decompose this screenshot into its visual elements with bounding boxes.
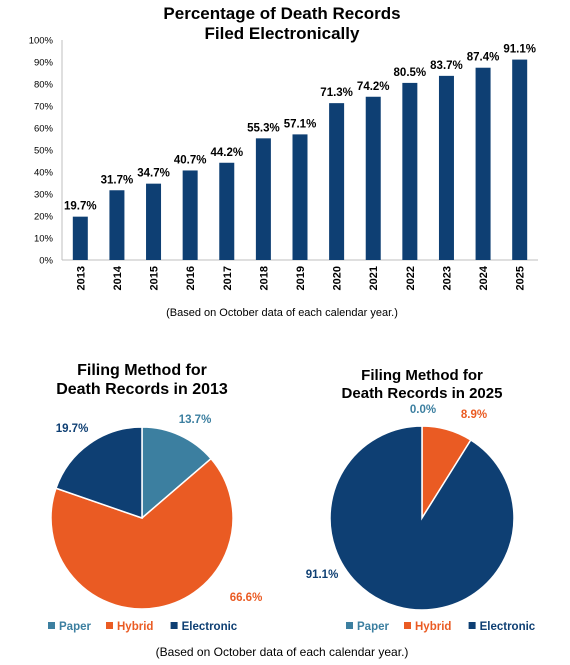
bar-value-label: 31.7%: [101, 174, 134, 186]
pie-slice-electronic: [55, 426, 143, 520]
x-tick-label: 2024: [478, 265, 490, 290]
y-tick-label: 30%: [34, 190, 54, 201]
pie-slice-electronic: [329, 425, 515, 611]
bar-chart-bars: [72, 59, 528, 261]
legend-label-paper: Paper: [357, 621, 389, 633]
x-tick-label: 2019: [295, 266, 307, 290]
bar: [72, 216, 88, 260]
x-tick-label: 2013: [75, 266, 87, 290]
legend-label-electronic: Electronic: [480, 621, 536, 633]
y-tick-label: 90%: [34, 58, 54, 69]
y-tick-label: 40%: [34, 168, 54, 179]
pie-2013-legend: Paper Hybrid Electronic: [48, 621, 238, 633]
pie-2025-title: Filing Method for Death Records in 2025: [342, 367, 503, 402]
bar-value-label: 74.2%: [357, 81, 390, 93]
y-tick-label: 60%: [34, 124, 54, 135]
bar: [109, 190, 125, 260]
y-tick-label: 20%: [34, 212, 54, 223]
pie-slice-hybrid: [50, 457, 234, 610]
pie-2025-slice-labels: 0.0% 8.9% 91.1%: [306, 404, 487, 581]
y-tick-label: 10%: [34, 234, 54, 245]
bar: [146, 183, 162, 260]
bar-value-label: 91.1%: [503, 44, 536, 56]
pie-label-paper: 0.0%: [410, 404, 436, 416]
bar-value-label: 55.3%: [247, 122, 280, 134]
x-tick-label: 2020: [332, 266, 344, 290]
pie-chart-2025: Filing Method for Death Records in 2025 0…: [306, 367, 536, 633]
bar: [292, 134, 308, 260]
y-tick-label: 100%: [29, 36, 54, 47]
x-tick-label: 2015: [149, 266, 161, 290]
y-tick-label: 50%: [34, 146, 54, 157]
bar-value-label: 83.7%: [430, 60, 463, 72]
legend-label-hybrid: Hybrid: [415, 621, 451, 633]
pie-label-electronic: 19.7%: [56, 423, 89, 435]
y-tick-label: 0%: [39, 256, 53, 267]
bar-chart: Percentage of Death Records Filed Electro…: [29, 4, 538, 319]
pie-2025-legend: Paper Hybrid Electronic: [346, 621, 536, 633]
bar-value-label: 57.1%: [284, 118, 317, 130]
bar: [365, 96, 381, 260]
pie-label-paper: 13.7%: [179, 414, 212, 426]
pie-label-hybrid: 66.6%: [230, 592, 263, 604]
x-tick-label: 2018: [258, 266, 270, 290]
legend-swatch-electronic: [170, 622, 178, 629]
legend-swatch-hybrid: [106, 622, 113, 629]
bar: [512, 59, 528, 260]
bar-chart-y-tick-labels: 0% 10% 20% 30% 40% 50% 60% 70% 80% 90% 100%: [29, 36, 54, 267]
bar-chart-value-labels: 19.7% 31.7%34.7% 40.7%44.2% 55.3% 57.1% 71.3%…: [64, 44, 536, 213]
pie-2013-slice-labels: 13.7% 66.6% 19.7%: [56, 414, 263, 604]
legend-swatch-hybrid: [404, 622, 411, 629]
legend-swatch-paper: [48, 622, 55, 629]
y-tick-label: 70%: [34, 102, 54, 113]
bar-value-label: 34.7%: [137, 168, 170, 180]
legend-swatch-electronic: [468, 622, 476, 629]
bar-chart-x-tick-labels: 2013 2014 2015 2016 2017 2018 2019 2020 2021 2022…: [75, 265, 526, 290]
x-tick-label: 2014: [112, 265, 124, 290]
bar-value-label: 87.4%: [467, 52, 500, 64]
x-tick-label: 2017: [222, 266, 234, 290]
bar-chart-title: Percentage of Death Records Filed Electro…: [163, 4, 400, 43]
bar: [475, 67, 491, 260]
bar-value-label: 71.3%: [320, 87, 353, 99]
legend-label-electronic: Electronic: [182, 621, 238, 633]
bottom-note: (Based on October data of each calendar …: [156, 645, 409, 659]
bar: [329, 103, 345, 260]
pie-2013-title: Filing Method for Death Records in 2013: [56, 362, 228, 398]
bar-value-label: 80.5%: [394, 67, 427, 79]
x-tick-label: 2021: [368, 266, 380, 290]
bar: [438, 75, 454, 260]
x-tick-label: 2023: [441, 266, 453, 290]
bar: [182, 170, 198, 260]
legend-swatch-paper: [346, 622, 353, 629]
bar-value-label: 19.7%: [64, 201, 97, 213]
bar: [402, 82, 418, 261]
bar-value-label: 44.2%: [210, 147, 243, 159]
bar: [219, 162, 235, 260]
x-tick-label: 2016: [185, 266, 197, 290]
x-tick-label: 2025: [515, 266, 527, 290]
pie-label-electronic: 91.1%: [306, 569, 339, 581]
legend-label-paper: Paper: [59, 621, 91, 633]
pie-slice-paper: [141, 426, 213, 520]
bar: [255, 138, 271, 260]
pie-label-hybrid: 8.9%: [461, 409, 487, 421]
legend-label-hybrid: Hybrid: [117, 621, 153, 633]
pie-2025-slices: [329, 425, 515, 611]
x-tick-label: 2022: [405, 266, 417, 290]
pie-chart-2013: Filing Method for Death Records in 2013 1…: [48, 362, 262, 633]
pie-2013-slices: [50, 426, 234, 610]
y-tick-label: 80%: [34, 80, 54, 91]
bar-chart-note: (Based on October data of each calendar …: [166, 307, 398, 319]
bar-value-label: 40.7%: [174, 154, 207, 166]
